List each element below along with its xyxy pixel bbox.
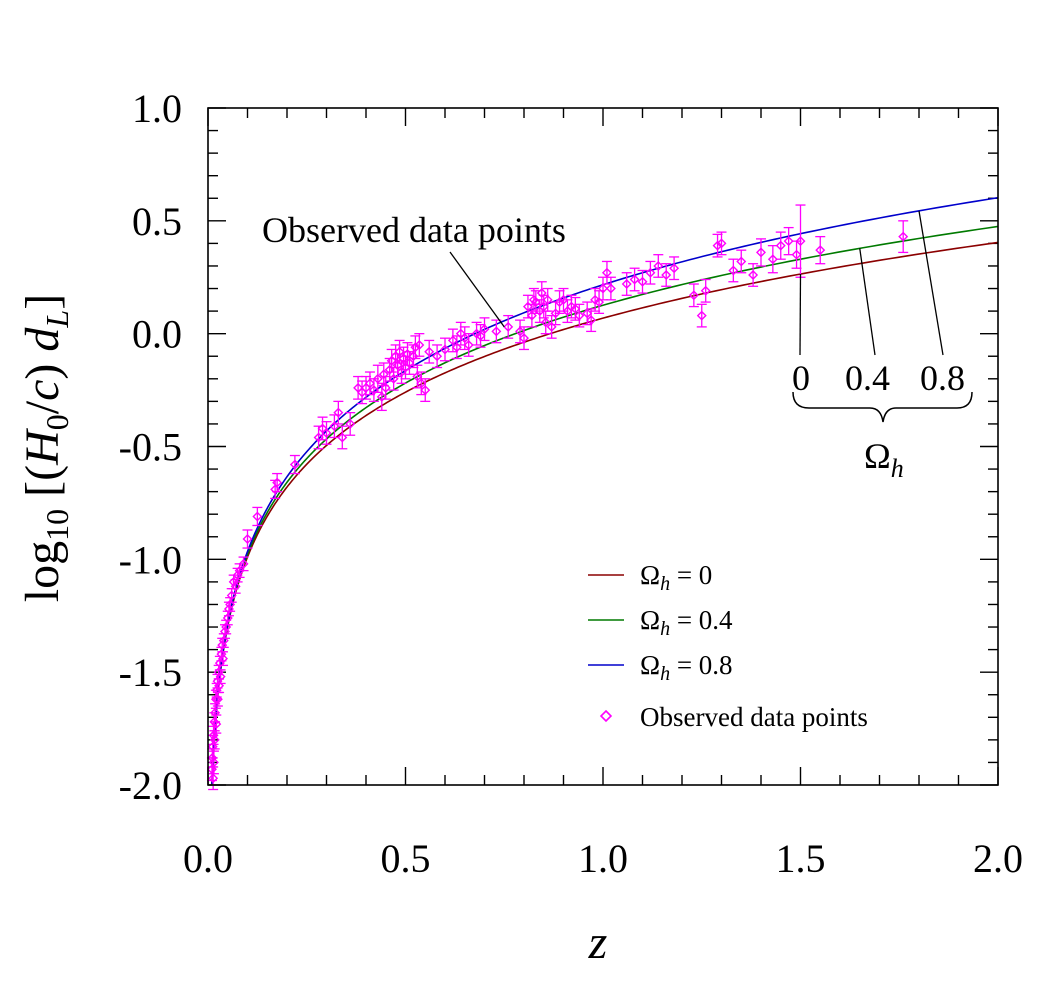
y-tick-label: 0.0 xyxy=(132,312,182,357)
data-point xyxy=(345,411,356,436)
data-point xyxy=(700,278,711,303)
data-point xyxy=(321,421,332,445)
data-point xyxy=(414,333,425,357)
data-point xyxy=(289,454,300,475)
data-point xyxy=(410,335,421,360)
data-point xyxy=(479,317,490,342)
data-point xyxy=(795,204,806,278)
data-point xyxy=(218,633,229,648)
data-point xyxy=(540,310,551,335)
y-tick-label: -1.5 xyxy=(119,650,182,695)
data-point xyxy=(688,283,699,308)
observed-points xyxy=(206,204,909,791)
x-tick-label: 2.0 xyxy=(973,836,1023,881)
data-point xyxy=(218,651,229,667)
data-point xyxy=(594,290,605,315)
legend-entry-omega-0: Ωh = 0 xyxy=(640,560,712,595)
y-tick-label: -2.0 xyxy=(119,763,182,808)
data-point xyxy=(463,333,474,357)
data-point xyxy=(424,339,435,364)
observed-annotation-label: Observed data points xyxy=(262,210,566,250)
x-tick-label: 0.0 xyxy=(183,836,233,881)
data-point xyxy=(420,378,431,403)
x-tick-labels: 0.0 0.5 1.0 1.5 2.0 xyxy=(183,836,1023,881)
data-point xyxy=(272,472,283,493)
data-point xyxy=(503,314,514,339)
data-point xyxy=(522,294,533,319)
y-tick-label: 1.0 xyxy=(132,86,182,131)
curve-omega-0.4 xyxy=(211,225,999,785)
data-point xyxy=(242,529,253,549)
omega-brace-label: Ωh xyxy=(864,436,904,483)
omega-brace xyxy=(792,391,973,423)
data-point xyxy=(783,226,794,256)
omega-value-2: 0.8 xyxy=(920,358,965,398)
omega-annotation: 0 0.4 0.8 Ωh xyxy=(792,210,973,483)
data-point xyxy=(645,260,656,285)
plot-frame xyxy=(207,107,999,786)
data-point xyxy=(716,231,727,256)
data-point xyxy=(736,249,747,274)
data-point xyxy=(333,400,344,425)
data-point xyxy=(211,714,222,734)
x-tick-label: 0.5 xyxy=(381,836,431,881)
data-point xyxy=(728,258,739,283)
y-axis-title: log10 [(H0/c) dL] xyxy=(16,294,75,602)
data-point xyxy=(432,344,443,369)
data-point xyxy=(629,267,640,292)
legend-entry-omega-0.4: Ωh = 0.4 xyxy=(640,605,733,640)
observed-annotation-pointer xyxy=(449,251,505,328)
data-point xyxy=(238,556,249,572)
data-point xyxy=(775,231,786,260)
data-point xyxy=(574,303,585,328)
data-point xyxy=(209,730,220,750)
omega-pointer-1 xyxy=(859,248,876,356)
x-tick-label: 1.0 xyxy=(578,836,628,881)
data-point xyxy=(669,256,680,281)
omega-value-0: 0 xyxy=(792,358,810,398)
legend-entry-omega-0.8: Ωh = 0.8 xyxy=(640,650,733,685)
data-point xyxy=(337,425,348,450)
data-point xyxy=(526,303,537,328)
data-point xyxy=(519,326,529,351)
legend: Ωh = 0 Ωh = 0.4 Ωh = 0.8 Observed data p… xyxy=(588,560,868,732)
data-point xyxy=(756,238,766,267)
y-tick-label: -0.5 xyxy=(119,425,182,470)
data-point xyxy=(440,337,450,362)
data-point xyxy=(213,664,224,680)
legend-entry-observed: Observed data points xyxy=(640,702,868,732)
y-tick-labels: -2.0 -1.5 -1.0 -0.5 0.0 0.5 1.0 xyxy=(119,86,182,808)
omega-value-1: 0.4 xyxy=(845,358,890,398)
data-point xyxy=(451,335,462,360)
data-point xyxy=(605,276,616,301)
omega-pointer-0 xyxy=(799,274,802,356)
data-point xyxy=(252,506,263,527)
data-point xyxy=(898,220,909,254)
y-tick-label: 0.5 xyxy=(132,199,182,244)
x-tick-label: 1.5 xyxy=(776,836,826,881)
data-point xyxy=(215,669,226,685)
data-point xyxy=(748,263,759,287)
legend-swatch-observed xyxy=(599,709,613,723)
data-point xyxy=(653,254,664,278)
y-tick-label: -1.0 xyxy=(119,537,182,582)
data-point xyxy=(621,272,632,296)
data-point xyxy=(270,479,281,500)
data-point xyxy=(208,750,219,775)
data-point xyxy=(542,287,553,312)
curve-omega-0 xyxy=(211,241,999,785)
data-point xyxy=(661,263,672,287)
data-point xyxy=(696,303,707,328)
data-point xyxy=(637,269,648,294)
x-axis-title: z xyxy=(588,916,608,969)
data-point xyxy=(815,235,826,265)
omega-pointer-2 xyxy=(918,210,944,356)
